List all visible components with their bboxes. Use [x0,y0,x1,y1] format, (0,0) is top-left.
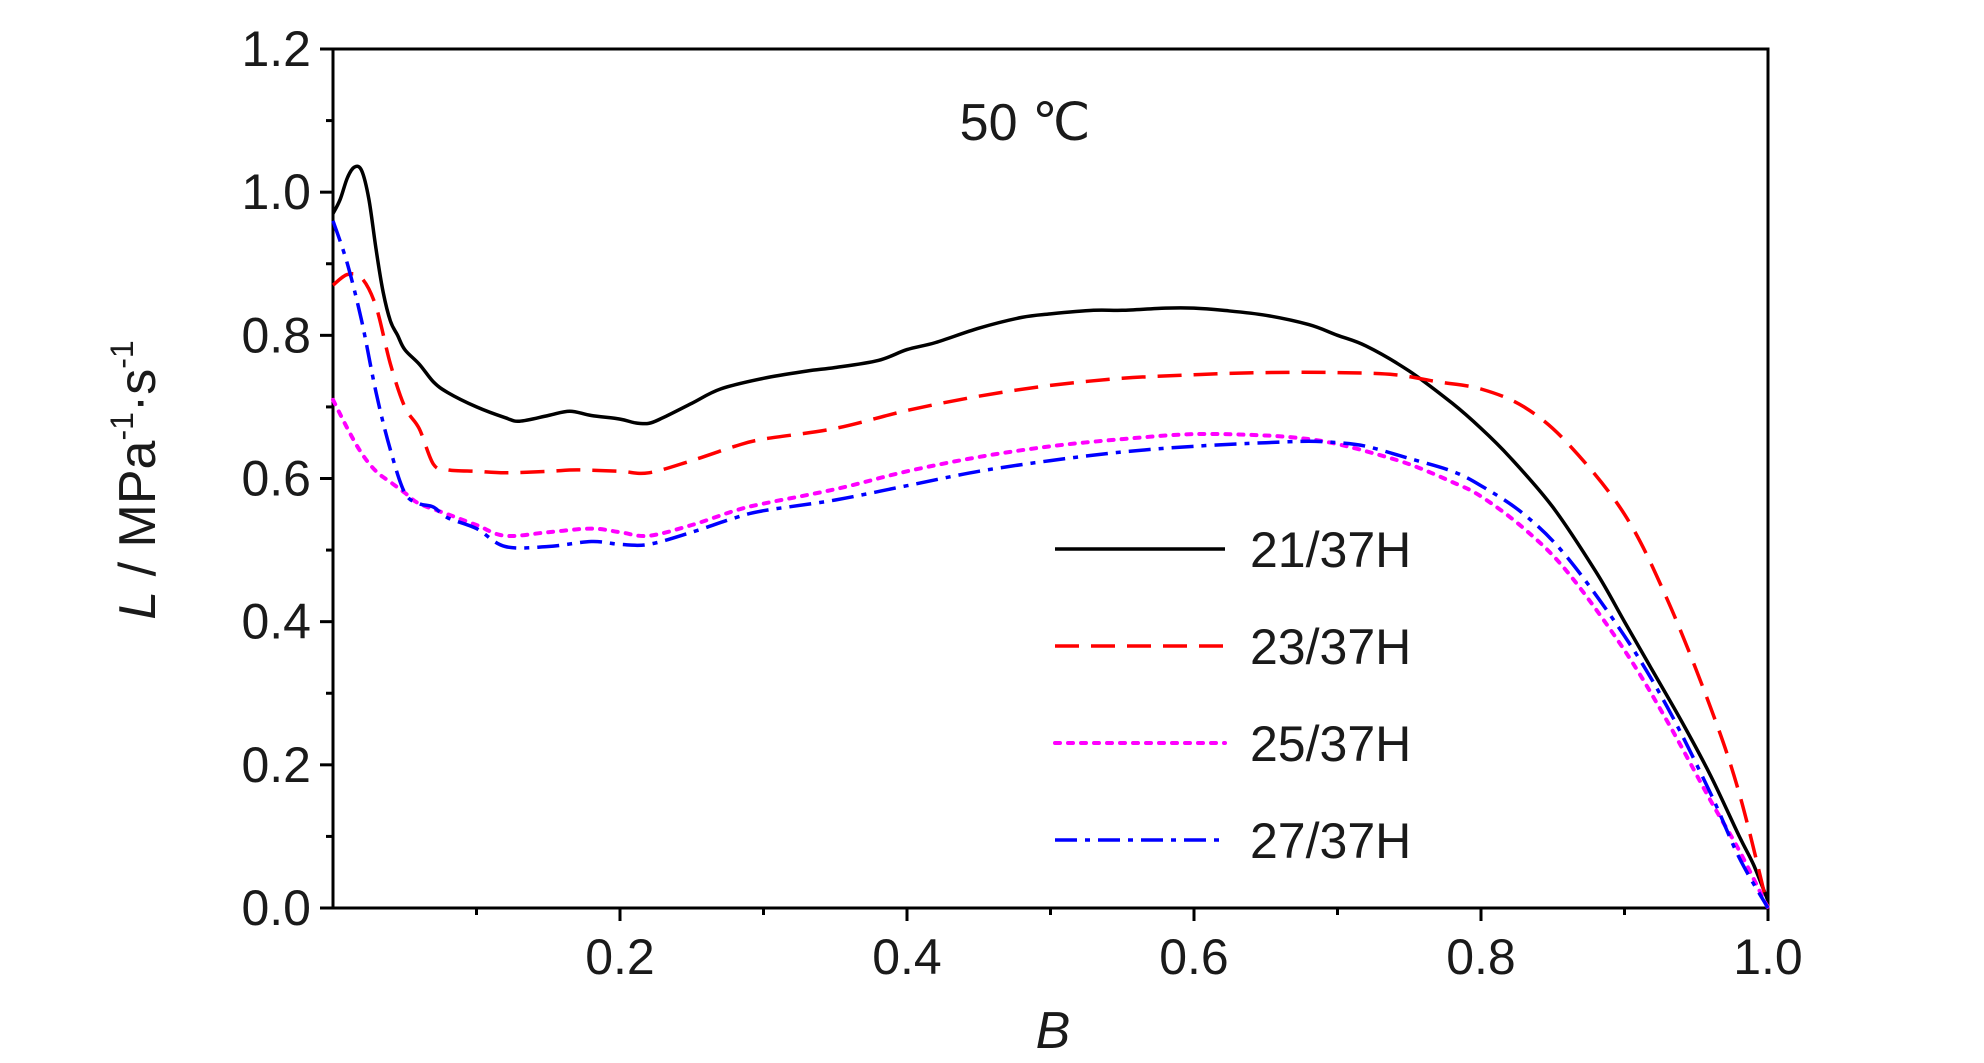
y-axis-title-symbol: L [109,591,167,620]
y-axis-title: L / MPa-1·s-1 [104,340,167,619]
temperature-annotation: 50 ℃ [960,94,1091,152]
x-axis-ticks: 0.2 0.4 0.6 0.8 1.0 [475,908,1803,985]
legend-label: 21/37H [1250,522,1411,578]
series-line-23-37h [331,271,1770,909]
x-tick-label: 0.8 [1446,929,1516,985]
y-axis-title-sup1: -1 [104,412,140,440]
y-axis-ticks: 0.0 0.2 0.4 0.6 0.8 1.0 1.2 [241,21,333,936]
series-line-27-37h [331,220,1770,909]
series-line-21-37h [331,164,1770,902]
y-tick-label: 0.0 [241,880,311,936]
series-line-25-37h [331,397,1770,910]
y-tick-label: 0.4 [241,594,311,650]
legend-label: 27/37H [1250,813,1411,869]
legend-label: 25/37H [1250,716,1411,772]
y-axis-title-unit: MPa [109,440,167,547]
y-axis-title-separator: / [109,547,167,590]
x-tick-label: 0.6 [1159,929,1229,985]
y-tick-label: 0.6 [241,451,311,507]
x-axis-title: B [1036,1002,1071,1060]
y-tick-label: 1.2 [241,21,311,77]
y-tick-label: 0.8 [241,307,311,363]
plot-frame [331,47,1770,910]
y-axis-title-dot: ·s [109,369,167,412]
legend-label: 23/37H [1250,619,1411,675]
y-tick-label: 1.0 [241,164,311,220]
x-tick-label: 0.4 [872,929,942,985]
y-tick-label: 0.2 [241,737,311,793]
y-axis-title-sup2: -1 [104,340,140,368]
x-tick-label: 1.0 [1733,929,1803,985]
x-tick-label: 0.2 [585,929,655,985]
series-lines [331,164,1770,910]
legend: 21/37H 23/37H 25/37H 27/37H [1053,522,1411,869]
